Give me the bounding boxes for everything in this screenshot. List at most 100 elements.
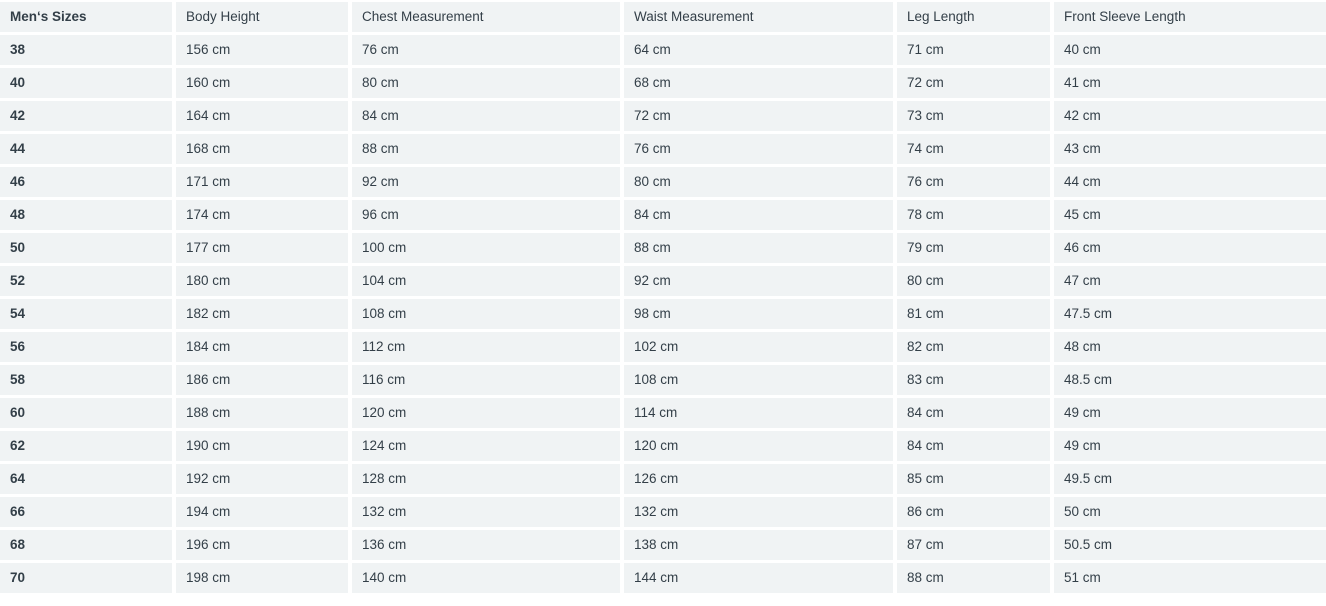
measurement-cell: 76 cm bbox=[352, 35, 620, 65]
measurement-cell: 88 cm bbox=[624, 233, 893, 263]
measurement-cell: 47.5 cm bbox=[1054, 299, 1326, 329]
measurement-cell: 116 cm bbox=[352, 365, 620, 395]
measurement-cell: 180 cm bbox=[176, 266, 348, 296]
measurement-cell: 49 cm bbox=[1054, 398, 1326, 428]
measurement-cell: 196 cm bbox=[176, 530, 348, 560]
size-cell: 70 bbox=[0, 563, 172, 593]
size-cell: 58 bbox=[0, 365, 172, 395]
table-row-size-58: 58 186 cm 116 cm 108 cm 83 cm 48.5 cm bbox=[0, 365, 1326, 395]
measurement-cell: 174 cm bbox=[176, 200, 348, 230]
measurement-cell: 84 cm bbox=[897, 431, 1050, 461]
table-row-size-40: 40 160 cm 80 cm 68 cm 72 cm 41 cm bbox=[0, 68, 1326, 98]
measurement-cell: 168 cm bbox=[176, 134, 348, 164]
measurement-cell: 140 cm bbox=[352, 563, 620, 593]
measurement-cell: 45 cm bbox=[1054, 200, 1326, 230]
measurement-cell: 160 cm bbox=[176, 68, 348, 98]
measurement-cell: 72 cm bbox=[897, 68, 1050, 98]
table-body: 38 156 cm 76 cm 64 cm 71 cm 40 cm 40 160 cm 80 c… bbox=[0, 35, 1326, 593]
column-header-leg-length: Leg Length bbox=[897, 2, 1050, 32]
measurement-cell: 198 cm bbox=[176, 563, 348, 593]
measurement-cell: 80 cm bbox=[897, 266, 1050, 296]
measurement-cell: 120 cm bbox=[624, 431, 893, 461]
measurement-cell: 64 cm bbox=[624, 35, 893, 65]
measurement-cell: 68 cm bbox=[624, 68, 893, 98]
measurement-cell: 136 cm bbox=[352, 530, 620, 560]
measurement-cell: 108 cm bbox=[624, 365, 893, 395]
size-cell: 46 bbox=[0, 167, 172, 197]
table-row-size-62: 62 190 cm 124 cm 120 cm 84 cm 49 cm bbox=[0, 431, 1326, 461]
measurement-cell: 83 cm bbox=[897, 365, 1050, 395]
table-row-size-46: 46 171 cm 92 cm 80 cm 76 cm 44 cm bbox=[0, 167, 1326, 197]
measurement-cell: 46 cm bbox=[1054, 233, 1326, 263]
measurement-cell: 138 cm bbox=[624, 530, 893, 560]
measurement-cell: 78 cm bbox=[897, 200, 1050, 230]
measurement-cell: 40 cm bbox=[1054, 35, 1326, 65]
measurement-cell: 144 cm bbox=[624, 563, 893, 593]
column-header-body-height: Body Height bbox=[176, 2, 348, 32]
measurement-cell: 194 cm bbox=[176, 497, 348, 527]
size-cell: 50 bbox=[0, 233, 172, 263]
measurement-cell: 80 cm bbox=[352, 68, 620, 98]
measurement-cell: 88 cm bbox=[897, 563, 1050, 593]
measurement-cell: 87 cm bbox=[897, 530, 1050, 560]
measurement-cell: 171 cm bbox=[176, 167, 348, 197]
measurement-cell: 43 cm bbox=[1054, 134, 1326, 164]
table-row-size-48: 48 174 cm 96 cm 84 cm 78 cm 45 cm bbox=[0, 200, 1326, 230]
measurement-cell: 42 cm bbox=[1054, 101, 1326, 131]
measurement-cell: 184 cm bbox=[176, 332, 348, 362]
measurement-cell: 47 cm bbox=[1054, 266, 1326, 296]
measurement-cell: 114 cm bbox=[624, 398, 893, 428]
table-row-size-66: 66 194 cm 132 cm 132 cm 86 cm 50 cm bbox=[0, 497, 1326, 527]
column-header-men-s-sizes: Men‘s Sizes bbox=[0, 2, 172, 32]
measurement-cell: 49 cm bbox=[1054, 431, 1326, 461]
measurement-cell: 104 cm bbox=[352, 266, 620, 296]
measurement-cell: 85 cm bbox=[897, 464, 1050, 494]
measurement-cell: 44 cm bbox=[1054, 167, 1326, 197]
size-cell: 60 bbox=[0, 398, 172, 428]
measurement-cell: 49.5 cm bbox=[1054, 464, 1326, 494]
measurement-cell: 80 cm bbox=[624, 167, 893, 197]
measurement-cell: 132 cm bbox=[352, 497, 620, 527]
table-row-size-38: 38 156 cm 76 cm 64 cm 71 cm 40 cm bbox=[0, 35, 1326, 65]
header-row: Men‘s Sizes Body Height Chest Measurement W… bbox=[0, 2, 1326, 32]
table-row-size-44: 44 168 cm 88 cm 76 cm 74 cm 43 cm bbox=[0, 134, 1326, 164]
size-cell: 68 bbox=[0, 530, 172, 560]
size-cell: 48 bbox=[0, 200, 172, 230]
measurement-cell: 86 cm bbox=[897, 497, 1050, 527]
table-header: Men‘s Sizes Body Height Chest Measurement W… bbox=[0, 2, 1326, 32]
column-header-chest-measurement: Chest Measurement bbox=[352, 2, 620, 32]
measurement-cell: 79 cm bbox=[897, 233, 1050, 263]
measurement-cell: 73 cm bbox=[897, 101, 1050, 131]
measurement-cell: 84 cm bbox=[624, 200, 893, 230]
size-cell: 56 bbox=[0, 332, 172, 362]
measurement-cell: 74 cm bbox=[897, 134, 1050, 164]
size-cell: 64 bbox=[0, 464, 172, 494]
size-cell: 44 bbox=[0, 134, 172, 164]
measurement-cell: 92 cm bbox=[624, 266, 893, 296]
measurement-cell: 192 cm bbox=[176, 464, 348, 494]
measurement-cell: 108 cm bbox=[352, 299, 620, 329]
measurement-cell: 92 cm bbox=[352, 167, 620, 197]
size-cell: 52 bbox=[0, 266, 172, 296]
measurement-cell: 84 cm bbox=[897, 398, 1050, 428]
measurement-cell: 48 cm bbox=[1054, 332, 1326, 362]
table-row-size-70: 70 198 cm 140 cm 144 cm 88 cm 51 cm bbox=[0, 563, 1326, 593]
measurement-cell: 177 cm bbox=[176, 233, 348, 263]
measurement-cell: 156 cm bbox=[176, 35, 348, 65]
measurement-cell: 48.5 cm bbox=[1054, 365, 1326, 395]
measurement-cell: 88 cm bbox=[352, 134, 620, 164]
column-header-front-sleeve-length: Front Sleeve Length bbox=[1054, 2, 1326, 32]
table-row-size-52: 52 180 cm 104 cm 92 cm 80 cm 47 cm bbox=[0, 266, 1326, 296]
measurement-cell: 100 cm bbox=[352, 233, 620, 263]
table-row-size-56: 56 184 cm 112 cm 102 cm 82 cm 48 cm bbox=[0, 332, 1326, 362]
measurement-cell: 182 cm bbox=[176, 299, 348, 329]
table-row-size-60: 60 188 cm 120 cm 114 cm 84 cm 49 cm bbox=[0, 398, 1326, 428]
measurement-cell: 120 cm bbox=[352, 398, 620, 428]
measurement-cell: 128 cm bbox=[352, 464, 620, 494]
column-header-waist-measurement: Waist Measurement bbox=[624, 2, 893, 32]
measurement-cell: 126 cm bbox=[624, 464, 893, 494]
measurement-cell: 124 cm bbox=[352, 431, 620, 461]
table-row-size-54: 54 182 cm 108 cm 98 cm 81 cm 47.5 cm bbox=[0, 299, 1326, 329]
measurement-cell: 190 cm bbox=[176, 431, 348, 461]
